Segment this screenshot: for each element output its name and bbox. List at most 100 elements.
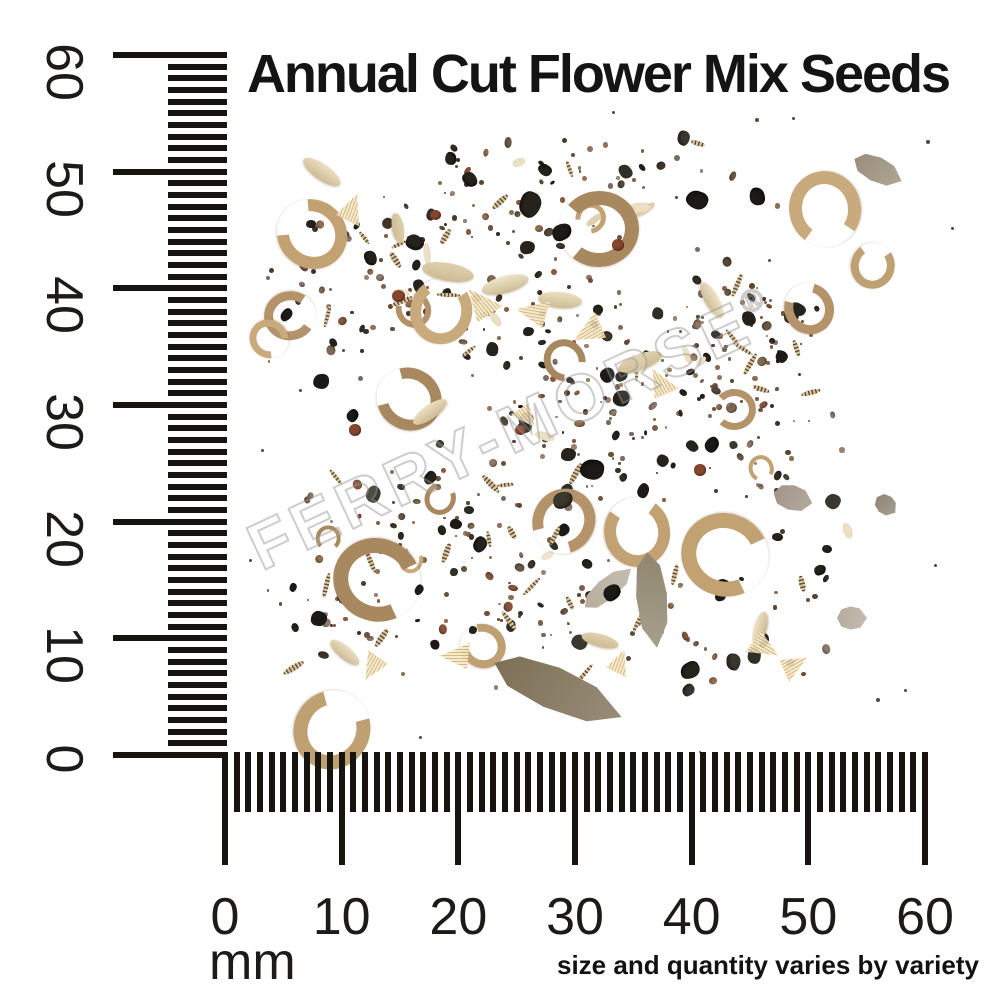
- seed: [655, 354, 658, 357]
- seed: [498, 602, 501, 606]
- seed: [617, 325, 624, 331]
- ruler-tick: [898, 752, 905, 812]
- seed: [714, 298, 718, 301]
- seed: [375, 272, 385, 282]
- seed: [470, 373, 475, 378]
- seed: [601, 329, 615, 343]
- seed: [329, 519, 333, 523]
- seed: [746, 629, 785, 666]
- seed: [496, 617, 500, 621]
- seed: [504, 618, 518, 633]
- seed: [678, 582, 683, 587]
- seed: [730, 273, 744, 298]
- ruler-tick: [168, 192, 227, 198]
- seed: [305, 219, 316, 229]
- seed: [485, 530, 493, 548]
- seed: [777, 351, 783, 357]
- seed: [479, 269, 531, 299]
- seed: [800, 343, 803, 346]
- seed: [693, 341, 701, 349]
- seed: [778, 495, 783, 500]
- seed: [429, 209, 433, 213]
- seed: [634, 357, 640, 381]
- seed: [388, 304, 394, 310]
- seed: [707, 413, 712, 418]
- ruler-tick: [665, 752, 672, 812]
- seed: [739, 300, 745, 306]
- seed: [564, 390, 571, 396]
- seed: [511, 439, 516, 444]
- seed: [320, 289, 324, 293]
- seed: [577, 166, 582, 171]
- seed: [717, 374, 723, 381]
- ruler-tick: [168, 612, 227, 618]
- seed: [755, 397, 759, 402]
- seed: [813, 305, 821, 313]
- seed: [515, 502, 519, 507]
- ruler-tick: [350, 752, 357, 812]
- seed: [691, 639, 700, 648]
- ruler-tick: [327, 752, 333, 812]
- seed: [800, 671, 806, 677]
- ruler-tick: [168, 542, 227, 548]
- seed: [684, 438, 701, 454]
- seed: [522, 326, 534, 337]
- seed: [517, 611, 523, 617]
- seed: [652, 307, 664, 320]
- seed: [555, 416, 558, 419]
- seed: [579, 459, 605, 481]
- seed: [565, 160, 575, 179]
- seed: [517, 503, 523, 508]
- seed: [317, 650, 330, 660]
- seed: [617, 461, 622, 466]
- seed: [950, 226, 954, 230]
- seed: [458, 338, 468, 345]
- seed: [691, 447, 697, 452]
- seed: [306, 491, 315, 500]
- seed: [692, 323, 698, 330]
- seed: [572, 439, 576, 443]
- seed: [390, 239, 407, 250]
- seed: [574, 419, 586, 428]
- seed: [753, 462, 757, 466]
- seed: [541, 646, 545, 649]
- seed: [569, 632, 590, 652]
- seed: [620, 456, 625, 462]
- seed: [327, 635, 363, 669]
- seed: [745, 451, 778, 485]
- seed: [537, 338, 546, 346]
- seed: [325, 304, 331, 310]
- ruler-tick: [653, 752, 660, 812]
- seed: [260, 448, 264, 452]
- seed: [579, 556, 595, 571]
- ruler-tick: [168, 693, 227, 700]
- seed: [436, 524, 448, 537]
- seed: [345, 592, 352, 598]
- seed: [537, 620, 543, 626]
- seed: [611, 195, 617, 201]
- seed: [407, 288, 412, 293]
- seed: [381, 283, 387, 289]
- seed: [556, 316, 563, 324]
- bottom-ruler-label: 30: [546, 888, 604, 946]
- seed: [615, 176, 620, 180]
- seed: [502, 601, 514, 613]
- seed: [808, 419, 811, 422]
- ruler-tick: [922, 752, 928, 865]
- seed: [579, 599, 585, 604]
- seed: [757, 436, 760, 439]
- seed: [740, 399, 744, 403]
- seed: [499, 610, 517, 631]
- seed: [553, 256, 558, 261]
- seed: [363, 483, 383, 505]
- ruler-tick: [642, 752, 648, 812]
- seed: [374, 593, 378, 597]
- seed: [712, 406, 717, 411]
- seed: [336, 315, 349, 328]
- seed: [752, 375, 758, 382]
- ruler-tick: [280, 752, 287, 812]
- seed: [328, 287, 332, 292]
- ruler-tick: [245, 752, 252, 812]
- seed: [387, 250, 402, 270]
- ruler-tick: [467, 752, 473, 812]
